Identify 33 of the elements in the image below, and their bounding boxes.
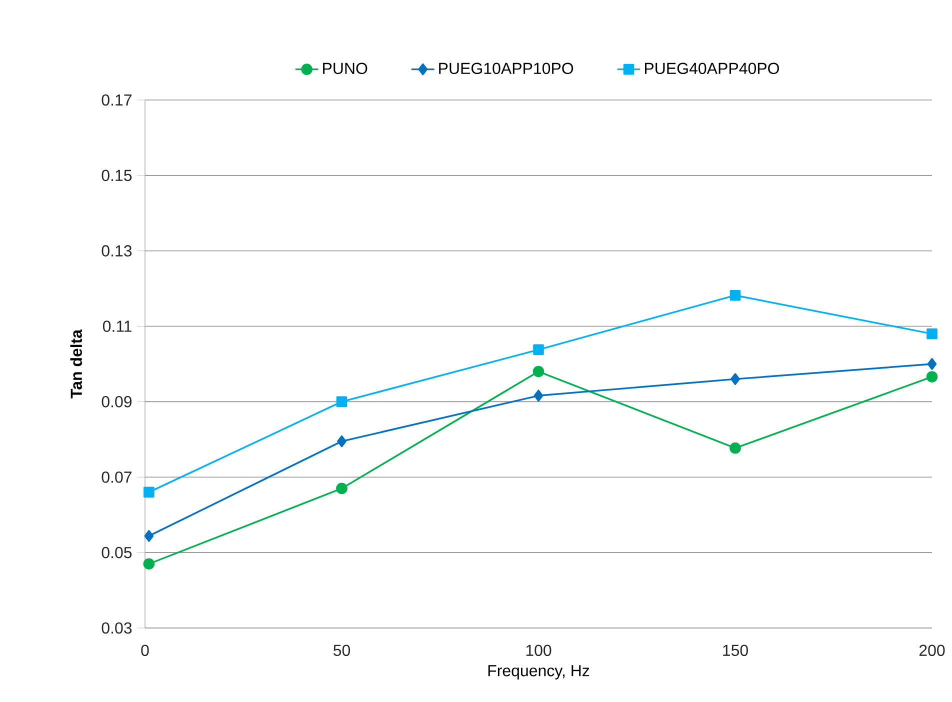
point [337,435,346,448]
point [534,390,544,402]
y-tick-label: 0.07 [102,471,132,483]
point [144,486,154,498]
point [926,371,938,382]
x-tick-label: 200 [919,644,945,656]
point [926,328,938,340]
point [144,530,154,542]
point [336,396,348,408]
y-tick-label: 0.05 [102,546,132,558]
x-tick-label: 100 [526,644,552,656]
point [730,373,740,386]
x-tick-label: 0 [141,644,149,656]
y-tick-label: 0.03 [102,622,132,634]
point [730,290,741,301]
x-tick-label: 150 [723,644,748,656]
y-axis-title: Tan delta [70,329,82,398]
point [532,366,544,378]
x-tick-label: 50 [334,644,350,656]
y-tick-label: 0.09 [102,396,132,408]
point [336,482,348,494]
y-tick-label: 0.17 [102,94,132,106]
x-axis-title: Frequency, Hz [488,665,590,680]
y-tick-label: 0.11 [102,320,132,332]
point [927,358,937,370]
point [730,442,741,454]
y-tick-label: 0.13 [102,245,132,256]
y-tick-label: 0.15 [102,170,132,182]
legend-label: PUEG40APP40PO [645,62,779,74]
point [533,344,544,356]
legend-label: PUEG10APP10PO [439,62,574,74]
point [143,558,155,570]
legend-label: PUNO [323,62,368,74]
